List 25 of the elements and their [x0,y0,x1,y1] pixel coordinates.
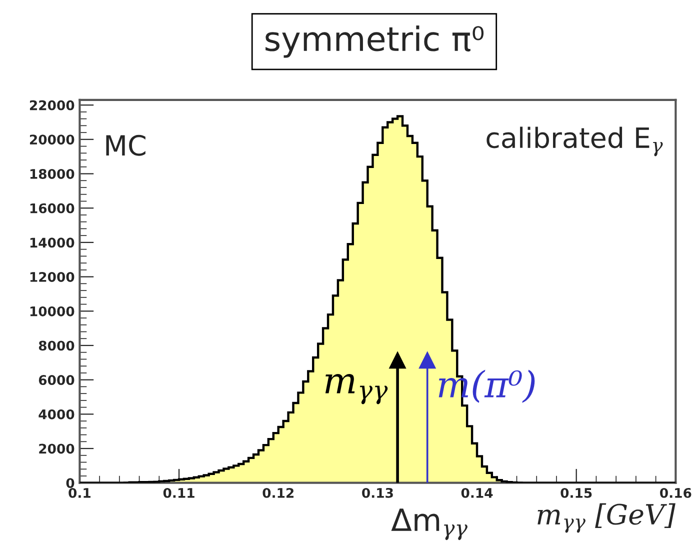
text: Δm$_{γγ}$ [391,508,468,540]
y-tick-label: 12000 [30,272,74,282]
x-tick-label: 0.15 [560,488,592,498]
chart-title: symmetric π⁰ [266,25,484,58]
y-tick-label: 20000 [30,134,74,145]
x-tick-label: 0.11 [163,488,194,498]
annotation: MC [106,134,146,156]
y-tick-label: 22000 [30,100,74,110]
x-tick-label: 0.13 [362,488,393,498]
y-tick-label: 0 [66,478,74,488]
y-tick-label: 14000 [30,238,74,248]
x-tick-label: 0.16 [660,488,692,498]
y-tick-label: 10000 [30,306,74,316]
y-tick-label: 4000 [38,409,74,420]
y-tick-label: 2000 [39,444,74,454]
y-tick-label: 6000 [38,375,74,386]
y-tick-label: 8000 [38,340,74,351]
annotation: calibrated E$_{γ}$ [486,126,663,156]
x-tick-label: 0.1 [68,488,90,498]
ref-line-label: m$_{γγ}$ [325,374,388,404]
y-tick-label: 18000 [30,168,74,179]
x-tick-label: 0.14 [461,488,493,498]
x-axis-title: m$_{γγ}$ [GeV] [538,503,676,533]
x-tick-label: 0.12 [262,488,294,498]
y-tick-label: 16000 [30,203,74,214]
